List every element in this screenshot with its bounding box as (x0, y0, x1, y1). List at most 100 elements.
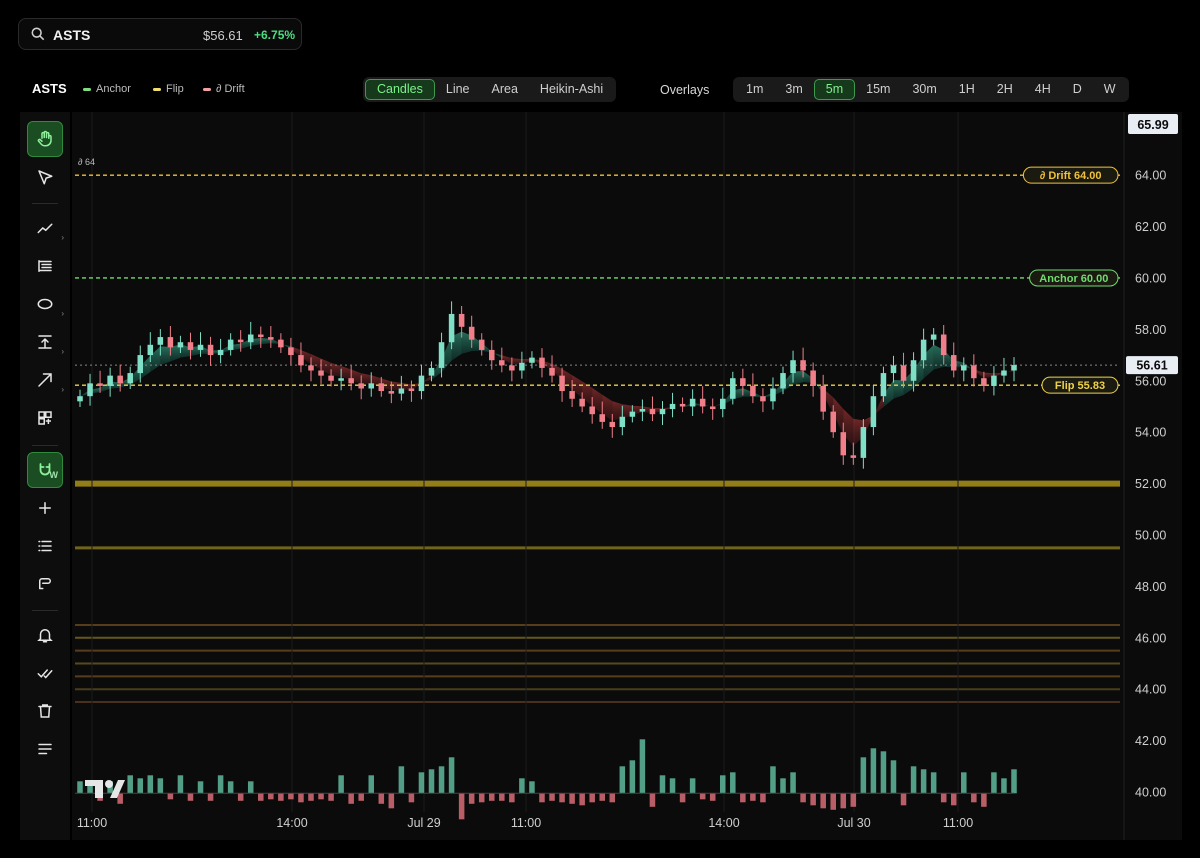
candle (378, 383, 385, 392)
candle (438, 342, 445, 368)
alert-tool[interactable] (27, 617, 63, 653)
volume-bar (820, 793, 826, 809)
candle (770, 388, 776, 402)
hand-tool[interactable] (27, 121, 63, 157)
volume-bar (237, 793, 244, 801)
trend-ribbon (602, 394, 613, 421)
cursor-tool[interactable] (27, 159, 63, 195)
tf-30m[interactable]: 30m (912, 82, 937, 96)
trend-ribbon (873, 394, 884, 417)
fib-tool[interactable] (27, 248, 63, 284)
volume-bar (679, 793, 686, 803)
tf-1h[interactable]: 1H (958, 82, 975, 96)
trendline-tool[interactable]: › (27, 210, 64, 246)
y-tick-label: 64.00 (1135, 169, 1166, 183)
delete-tool[interactable] (27, 693, 63, 729)
chart-type-area[interactable]: Area (491, 82, 518, 96)
candle (820, 385, 826, 412)
volume-bar (418, 772, 425, 794)
ellipse-tool[interactable]: › (27, 286, 64, 322)
chart-type-heikin-ashi[interactable]: Heikin-Ashi (539, 82, 604, 96)
candle (97, 383, 103, 386)
brush-icon (39, 578, 51, 590)
menu-tool[interactable] (27, 731, 63, 767)
candle (559, 375, 565, 392)
cursor-icon (38, 170, 53, 185)
candle (519, 362, 525, 371)
x-tick-label: Jul 30 (837, 816, 870, 830)
candle (659, 409, 666, 415)
candle (278, 339, 284, 348)
candle (971, 365, 977, 379)
candle (649, 409, 656, 415)
candle (468, 326, 475, 340)
volume-bar (830, 793, 836, 810)
candle (619, 416, 626, 428)
candle (910, 360, 917, 381)
check-tool[interactable] (27, 655, 63, 691)
tf-d[interactable]: D (1072, 82, 1082, 96)
magnet-tool[interactable]: W (27, 452, 63, 488)
volume-bar (860, 757, 867, 794)
candle (499, 360, 505, 366)
volume-bar (870, 748, 877, 794)
volume-bar (900, 793, 907, 806)
chart-canvas[interactable]: 11:00 14:00 Jul 29 11:00 14:00 Jul 30 11:00 64.… (72, 112, 1182, 840)
hand-icon (37, 130, 52, 147)
chart-symbol: ASTS (32, 81, 67, 96)
volume-bar (569, 793, 575, 804)
chart-type-candles[interactable]: Candles (365, 79, 435, 100)
tf-15m[interactable]: 15m (866, 82, 891, 96)
candle (549, 367, 555, 376)
volume-bar (810, 793, 816, 806)
volume-bar (378, 793, 385, 804)
trend-ribbon (341, 365, 352, 381)
tf-5m[interactable]: 5m (813, 79, 856, 100)
candle (629, 411, 636, 417)
trend-ribbon (562, 369, 573, 390)
candle (77, 396, 83, 402)
tf-1m[interactable]: 1m (746, 82, 764, 96)
volume-bar (669, 778, 676, 794)
symbol-search[interactable]: ASTS $56.61 +6.75% (18, 18, 302, 50)
tf-3m[interactable]: 3m (785, 82, 803, 96)
candle (147, 344, 154, 356)
volume-bar (549, 793, 555, 801)
candle (780, 373, 786, 389)
candle (840, 432, 847, 456)
tf-w[interactable]: W (1103, 82, 1116, 96)
volume-bar (318, 793, 324, 800)
object-list-tool[interactable] (27, 528, 63, 564)
volume-bar (398, 766, 405, 794)
measure-tool[interactable]: › (27, 324, 64, 360)
x-tick-label: Jul 29 (407, 816, 440, 830)
volume-bar (489, 793, 495, 801)
candle (237, 339, 244, 343)
tf-4h[interactable]: 4H (1034, 82, 1051, 96)
candle (227, 339, 234, 350)
candle (247, 334, 254, 343)
chart-type-group: Candles Line Area Heikin-Ashi (363, 77, 617, 102)
measure-icon (38, 335, 52, 349)
top-price-label: 65.99 (1137, 118, 1168, 132)
patterns-tool[interactable] (27, 400, 63, 436)
tradingview-logo (85, 780, 125, 798)
arrow-tool[interactable]: › (27, 362, 64, 398)
volume-bar (750, 793, 756, 801)
trend-ribbon (501, 355, 512, 365)
brush-tool[interactable] (27, 566, 63, 602)
add-tool[interactable] (27, 490, 63, 526)
candle (298, 355, 304, 366)
candle (569, 391, 575, 399)
price-chart[interactable]: 11:00 14:00 Jul 29 11:00 14:00 Jul 30 11:00 64.… (72, 112, 1182, 840)
volume-bar (930, 772, 937, 794)
chart-type-line[interactable]: Line (445, 82, 470, 96)
volume-bar (559, 793, 565, 803)
timeframe-group: 1m 3m 5m 15m 30m 1H 2H 4H D W (733, 77, 1129, 102)
overlays-button[interactable]: Overlays (660, 83, 710, 97)
trend-ribbon (833, 397, 844, 435)
tf-2h[interactable]: 2H (996, 82, 1013, 96)
y-tick-label: 50.00 (1135, 528, 1166, 542)
volume-bar (890, 760, 897, 794)
arrow-icon (38, 373, 52, 387)
